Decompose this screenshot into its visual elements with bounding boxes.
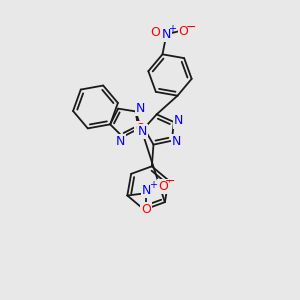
Text: +: + [169,24,176,34]
Text: N: N [172,135,182,148]
Text: O: O [158,180,168,193]
Text: N: N [142,184,151,197]
Text: N: N [116,135,125,148]
Text: N: N [174,115,184,128]
Text: N: N [136,102,145,115]
Text: O: O [151,26,160,39]
Text: N: N [162,28,171,41]
Text: O: O [135,122,145,135]
Text: O: O [141,203,151,216]
Text: −: − [165,175,175,188]
Text: O: O [178,25,188,38]
Text: +: + [149,179,157,190]
Text: −: − [185,21,196,34]
Text: N: N [138,125,147,138]
